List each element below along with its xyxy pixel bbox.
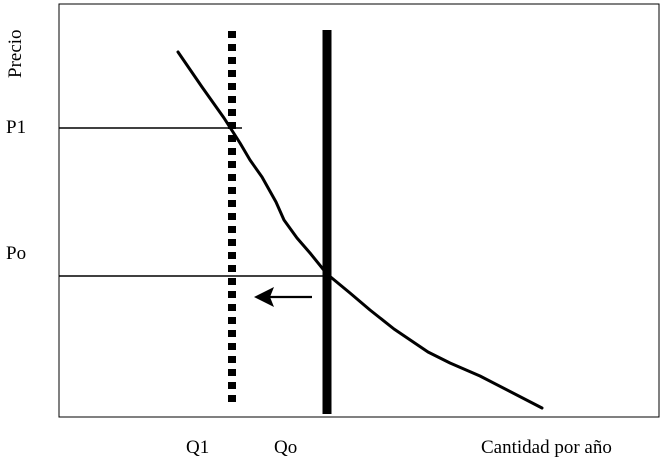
- q1-label: Q1: [186, 437, 210, 458]
- plot-frame: [58, 3, 660, 418]
- qo-label: Qo: [274, 437, 298, 458]
- x-axis-label: Cantidad por año: [481, 437, 612, 458]
- p1-label: P1: [6, 117, 27, 138]
- po-label: Po: [6, 243, 27, 264]
- demand-curve: [176, 50, 544, 410]
- y-axis-label: Precio: [5, 29, 26, 78]
- arrow-left-icon: [254, 287, 312, 307]
